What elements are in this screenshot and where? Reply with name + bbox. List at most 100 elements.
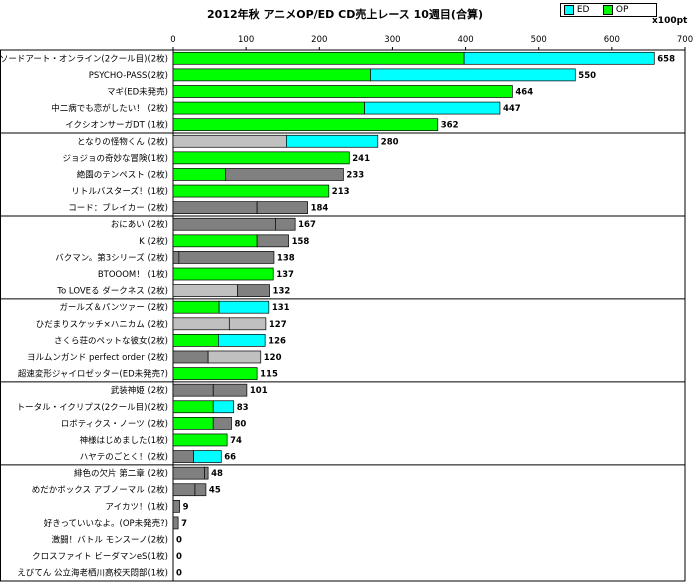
value-label: 7 [181,519,187,529]
bar-segment [207,350,262,364]
category-label: えびてん 公立海老栖川高校天悶部(1枚) [17,568,168,579]
legend-swatch-ed [564,5,574,15]
bar-segment [172,483,196,497]
bar-segment [172,217,276,231]
bar-segment [172,68,371,82]
bar-segment [172,516,179,530]
category-label: コード：ブレイカー (2枚) [68,203,168,214]
bar-segment [286,134,379,148]
x-tick-label: 500 [531,35,547,45]
value-label: 213 [332,187,350,197]
legend-label-op: OP [615,5,629,15]
category-label: ソードアート・オンライン(2クール目)(2枚) [0,53,168,64]
value-label: 280 [381,137,399,147]
value-label: 126 [268,336,286,346]
x-tick-label: 700 [677,35,693,45]
bar-segment [172,466,205,480]
category-label: 緋色の欠片 第二章 (2枚) [74,468,168,479]
bar-segment [172,251,180,264]
bar-segment [172,300,220,314]
bar-segment [275,217,296,231]
x-tick-label: 600 [604,35,620,45]
category-label: さくら荘のペットな彼女(2枚) [54,335,168,346]
bar-segment [217,334,266,347]
bar-segment [172,267,274,281]
value-label: 0 [176,536,182,546]
category-label: 神様はじめました(1枚) [79,435,168,446]
category-label: 超速変形ジャイロゼッター(ED未発売?) [18,369,168,380]
bar-segment [172,400,214,414]
value-label: 158 [292,237,310,247]
bar-segment [172,118,439,132]
category-label: ハヤテのごとく！(2枚) [80,452,168,463]
value-label: 447 [503,104,521,114]
bar-segment [225,168,344,181]
category-label: リトルバスターズ！(1枚) [71,186,168,197]
value-label: 80 [235,419,247,429]
bar-segment [172,234,258,248]
bar-segment [237,284,270,297]
category-label: 中二病でも恋がしたい！ (2枚) [51,103,168,114]
category-label: PSYCHO-PASS(2枚) [89,70,168,81]
bar-segment [178,251,275,264]
category-label: 好きっていいなよ。(OP未発売?) [44,518,168,529]
value-label: 131 [272,303,290,313]
bar-segment [256,234,289,248]
category-label: BTOOOM！ (1枚) [98,269,168,280]
bar-segment [172,101,365,115]
legend-swatch-op [603,5,613,15]
unit-label: x100pt [652,16,688,26]
category-label: ジョジョの奇妙な冒険(1枚) [62,153,168,164]
category-label: K (2枚) [139,236,168,247]
bar-segment [212,383,248,397]
bar-segment [228,317,267,331]
value-label: 66 [224,453,236,463]
bar-segment [172,51,465,65]
category-label: ロボティクス・ノーツ (2枚) [61,418,168,429]
bar-segment [204,466,209,480]
category-label: バクマン。第3シリーズ (2枚) [55,252,168,263]
value-label: 137 [276,270,294,280]
category-label: アイカツ！(1枚) [105,501,168,512]
bar-segment [218,300,270,314]
value-label: 83 [237,403,249,413]
category-label: 激闘！バトル モンスーノ(2枚) [52,535,168,546]
value-label: 362 [441,121,459,131]
bar-segment [194,483,207,497]
value-label: 74 [230,436,242,446]
bar-segment [172,350,209,364]
category-label: 武装神姫 (2枚) [111,385,168,396]
bar-segment [172,284,238,297]
bar-segment [172,367,258,380]
value-label: 9 [183,502,189,512]
value-label: 464 [515,87,533,97]
category-label: となりの怪物くん (2枚) [77,136,168,147]
x-tick-label: 300 [384,35,400,45]
value-label: 241 [352,154,370,164]
category-label: To LOVEる ダークネス (2枚) [56,286,168,297]
bar-segment [172,450,194,463]
bar-segment [172,151,350,165]
bar-segment [172,433,228,447]
value-label: 233 [346,170,364,180]
value-label: 127 [269,320,287,330]
bar-segment [172,134,287,148]
value-label: 550 [578,71,596,81]
bar-segment [463,51,655,65]
x-tick-label: 400 [457,35,473,45]
chart-legend: ED OP [560,3,657,17]
category-label: おにあい (2枚) [111,219,168,230]
bar-segment [172,334,219,347]
value-label: 132 [273,287,291,297]
category-label: 絶園のテンペスト (2枚) [77,169,168,180]
category-label: トータル・イクリプス(2クール目)(2枚) [17,402,168,413]
category-label: ひだまりスケッチ×ハニカム (2枚) [36,319,168,330]
x-tick-label: 100 [238,35,254,45]
legend-item-op: OP [603,5,628,15]
category-label: クロスファイト ビーダマンeS(1枚) [32,551,168,562]
bar-segment [172,168,227,181]
value-label: 115 [260,370,278,380]
bar-segment [172,417,214,430]
bar-segment [172,317,230,331]
